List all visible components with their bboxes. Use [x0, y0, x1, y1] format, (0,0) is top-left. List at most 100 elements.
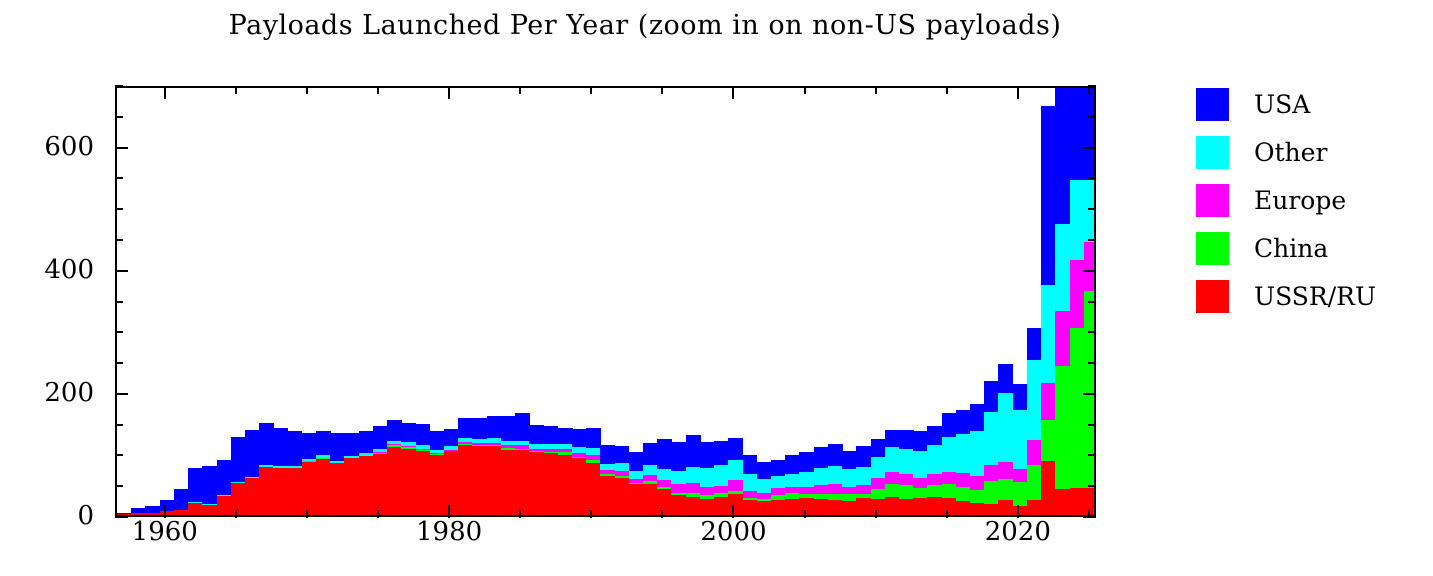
bar-segment-china: [955, 486, 971, 502]
bar-segment-europe: [472, 442, 488, 446]
bar-segment-ussr-ru: [515, 449, 530, 515]
y-tick-right-450: [1088, 238, 1096, 241]
bar-segment-ussr-ru: [799, 497, 815, 515]
x-tick-2010: [874, 510, 877, 518]
y-tick-500: [115, 208, 123, 211]
bar-segment-other: [444, 446, 459, 450]
bar-segment-china: [1083, 290, 1094, 488]
bar-segment-other: [941, 437, 957, 472]
bar-segment-europe: [898, 474, 914, 486]
bar-segment-europe: [1083, 241, 1094, 291]
bar-segment-usa: [984, 380, 1000, 412]
bar-segment-other: [913, 450, 928, 479]
bar-segment-other: [685, 466, 701, 483]
bar-1970: [301, 88, 317, 515]
bar-segment-ussr-ru: [884, 496, 900, 515]
bar-segment-europe: [756, 492, 772, 499]
bar-segment-usa: [372, 425, 388, 450]
legend-label: Other: [1254, 138, 1328, 167]
bar-segment-europe: [913, 478, 928, 488]
bar-segment-usa: [643, 442, 658, 466]
bar-2024: [1069, 88, 1085, 515]
y-tick-right-600: [1083, 146, 1096, 149]
bar-1960: [159, 88, 175, 515]
bar-segment-ussr-ru: [330, 463, 346, 515]
bar-segment-other: [827, 465, 843, 485]
bar-segment-usa: [216, 459, 232, 495]
bar-segment-usa: [500, 415, 516, 441]
bar-segment-china: [756, 499, 772, 502]
bar-segment-other: [472, 438, 488, 443]
x-tick-top-1960: [163, 86, 166, 99]
bar-segment-ussr-ru: [415, 450, 431, 515]
bar-segment-ussr-ru: [444, 450, 459, 515]
x-tick-top-2005: [803, 86, 806, 94]
bar-segment-usa: [771, 459, 786, 476]
bar-segment-europe: [955, 473, 971, 487]
bar-1994: [643, 88, 658, 515]
bar-segment-usa: [543, 426, 559, 444]
bar-segment-europe: [643, 474, 658, 482]
bar-segment-europe: [827, 484, 843, 495]
bar-segment-ussr-ru: [387, 447, 402, 515]
bar-segment-europe: [799, 486, 815, 495]
bar-segment-other: [955, 433, 971, 474]
bar-segment-europe: [699, 486, 715, 496]
bar-segment-other: [486, 438, 502, 443]
y-axis-label-600: 600: [44, 131, 94, 162]
bar-segment-usa: [856, 446, 872, 467]
bar-1983: [486, 88, 502, 515]
bar-segment-ussr-ru: [998, 500, 1014, 515]
bar-segment-other: [643, 465, 658, 475]
bar-2010: [870, 88, 886, 515]
x-tick-2025: [1087, 510, 1090, 518]
bar-segment-usa: [344, 432, 360, 456]
bar-segment-usa: [429, 431, 445, 450]
bar-2019: [998, 88, 1014, 515]
bar-1975: [372, 88, 388, 515]
bar-segment-ussr-ru: [571, 458, 587, 515]
y-tick-right-350: [1088, 300, 1096, 303]
bar-segment-other: [387, 440, 402, 445]
bar-segment-ussr-ru: [685, 496, 701, 515]
bar-segment-ussr-ru: [913, 497, 928, 515]
x-tick-top-2010: [874, 86, 877, 94]
bar-segment-ussr-ru: [614, 478, 630, 515]
bar-2011: [884, 88, 900, 515]
bar-segment-china: [671, 492, 687, 496]
bar-segment-usa: [756, 462, 772, 480]
y-tick-300: [115, 331, 123, 334]
x-tick-top-2020: [1016, 86, 1019, 99]
x-tick-1995: [661, 510, 664, 518]
bar-segment-usa: [387, 419, 402, 441]
bar-segment-usa: [970, 404, 985, 432]
bar-segment-other: [230, 481, 246, 483]
bar-segment-china: [884, 484, 900, 497]
x-tick-1970: [305, 510, 308, 518]
bar-segment-europe: [998, 462, 1014, 480]
bar-1986: [529, 88, 545, 515]
bar-segment-usa: [1026, 327, 1042, 360]
bar-segment-usa: [202, 465, 218, 504]
bar-segment-usa: [941, 412, 957, 438]
bar-1999: [714, 88, 729, 515]
bar-segment-ussr-ru: [372, 453, 388, 515]
bar-1974: [358, 88, 374, 515]
bar-segment-china: [714, 493, 729, 497]
bar-segment-other: [785, 473, 801, 488]
bar-segment-usa: [614, 446, 630, 464]
bar-segment-usa: [898, 430, 914, 449]
bar-segment-other: [984, 411, 1000, 465]
bar-segment-europe: [500, 445, 516, 448]
bar-segment-europe: [1041, 383, 1056, 421]
bar-segment-europe: [742, 491, 758, 499]
bar-segment-other: [970, 431, 985, 476]
bar-segment-ussr-ru: [401, 448, 417, 515]
bar-segment-usa: [571, 429, 587, 447]
bar-segment-usa: [657, 439, 673, 469]
bar-segment-usa: [444, 428, 459, 447]
bar-segment-ussr-ru: [870, 499, 886, 515]
bar-segment-other: [998, 393, 1014, 463]
bar-segment-other: [714, 465, 729, 487]
bar-segment-usa: [330, 432, 346, 461]
